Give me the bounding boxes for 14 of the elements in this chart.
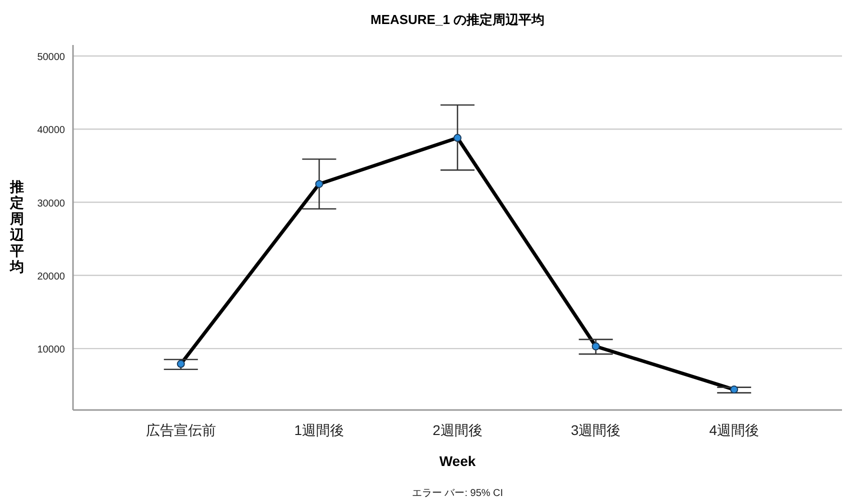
x-tick-label: 1週間後 xyxy=(294,422,344,438)
x-tick-label: 3週間後 xyxy=(570,422,621,438)
y-axis-title: 推定周辺平均 xyxy=(9,178,25,274)
x-tick-label: 4週間後 xyxy=(709,422,760,438)
y-tick-label: 10000 xyxy=(37,344,66,356)
y-tick-label: 30000 xyxy=(37,198,66,210)
chart-title: MEASURE_1 の推定周辺平均 xyxy=(370,12,545,27)
y-tick-label: 40000 xyxy=(37,125,66,136)
x-tick-label: 2週間後 xyxy=(432,422,482,438)
y-tick-label: 50000 xyxy=(37,52,66,63)
x-tick-label: 広告宣伝前 xyxy=(146,422,216,438)
x-axis-title: Week xyxy=(439,453,476,469)
text: エラー バー: 95% CI xyxy=(412,488,504,499)
y-tick-label: 20000 xyxy=(37,271,66,282)
